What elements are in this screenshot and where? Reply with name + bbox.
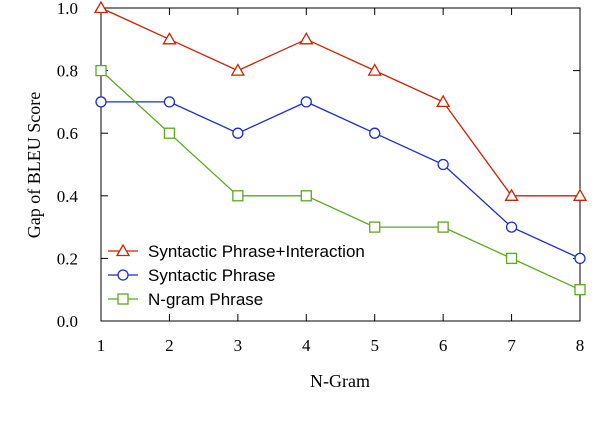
data-point (230, 63, 245, 76)
y-axis-title: Gap of BLEU Score (24, 92, 44, 238)
data-point (163, 96, 176, 108)
data-point (574, 252, 586, 265)
data-point (437, 221, 449, 233)
series-line (100, 7, 580, 197)
data-point (300, 190, 312, 202)
legend-item: N-gram Phrase (108, 290, 263, 309)
data-point (232, 190, 244, 202)
series-n-gram-phrase (95, 64, 586, 296)
y-tick-label: 0.2 (57, 249, 78, 268)
series-layer (93, 0, 588, 296)
x-tick-label: 7 (507, 336, 516, 355)
x-tick-label: 5 (370, 336, 379, 355)
series-line (100, 70, 581, 291)
x-tick-label: 3 (234, 336, 243, 355)
series-syntactic-phrase (95, 96, 586, 265)
legend-marker (117, 293, 129, 305)
data-point (367, 63, 382, 76)
data-point (437, 158, 449, 171)
x-tick-label: 4 (302, 336, 311, 355)
legend-marker (115, 243, 131, 257)
data-point (505, 252, 518, 265)
data-point (232, 127, 244, 139)
x-tick-label: 6 (439, 336, 448, 355)
legend-item: Syntactic Phrase+Interaction (108, 242, 365, 261)
data-point (162, 31, 177, 45)
legend-marker (117, 269, 129, 281)
legend-label: N-gram Phrase (148, 290, 263, 309)
series-syntactic-phrase-interaction (93, 0, 588, 201)
legend-label: Syntactic Phrase+Interaction (148, 242, 365, 261)
data-point (163, 127, 176, 139)
x-axis-title: N-Gram (310, 371, 370, 391)
legend: Syntactic Phrase+Interaction Syntactic Ph… (108, 242, 365, 309)
data-point (574, 284, 586, 296)
x-tick-label: 1 (97, 336, 106, 355)
y-tick-label: 0.6 (57, 124, 78, 143)
data-point (369, 127, 381, 139)
data-point (93, 0, 109, 14)
data-point (436, 94, 451, 108)
data-point (504, 188, 519, 201)
y-tick-label: 0.4 (57, 187, 79, 206)
y-tick-label: 0.0 (57, 312, 78, 331)
legend-label: Syntactic Phrase (148, 266, 276, 285)
x-tick-label: 8 (576, 336, 585, 355)
data-point (505, 221, 518, 233)
data-point (299, 31, 314, 45)
plot-frame (100, 7, 581, 322)
series-line (101, 101, 581, 259)
axis-ticks: 1 2 3 4 5 6 7 8 0.0 0.2 0.4 0.6 0.8 1.0 (57, 0, 585, 355)
legend-item: Syntactic Phrase (108, 266, 276, 285)
y-tick-label: 0.8 (57, 62, 78, 81)
y-tick-label: 1.0 (57, 0, 78, 18)
data-point (95, 64, 107, 77)
data-point (95, 96, 107, 108)
data-point (369, 221, 381, 233)
data-point (572, 188, 588, 201)
x-tick-label: 2 (165, 336, 174, 355)
data-point (300, 96, 312, 108)
